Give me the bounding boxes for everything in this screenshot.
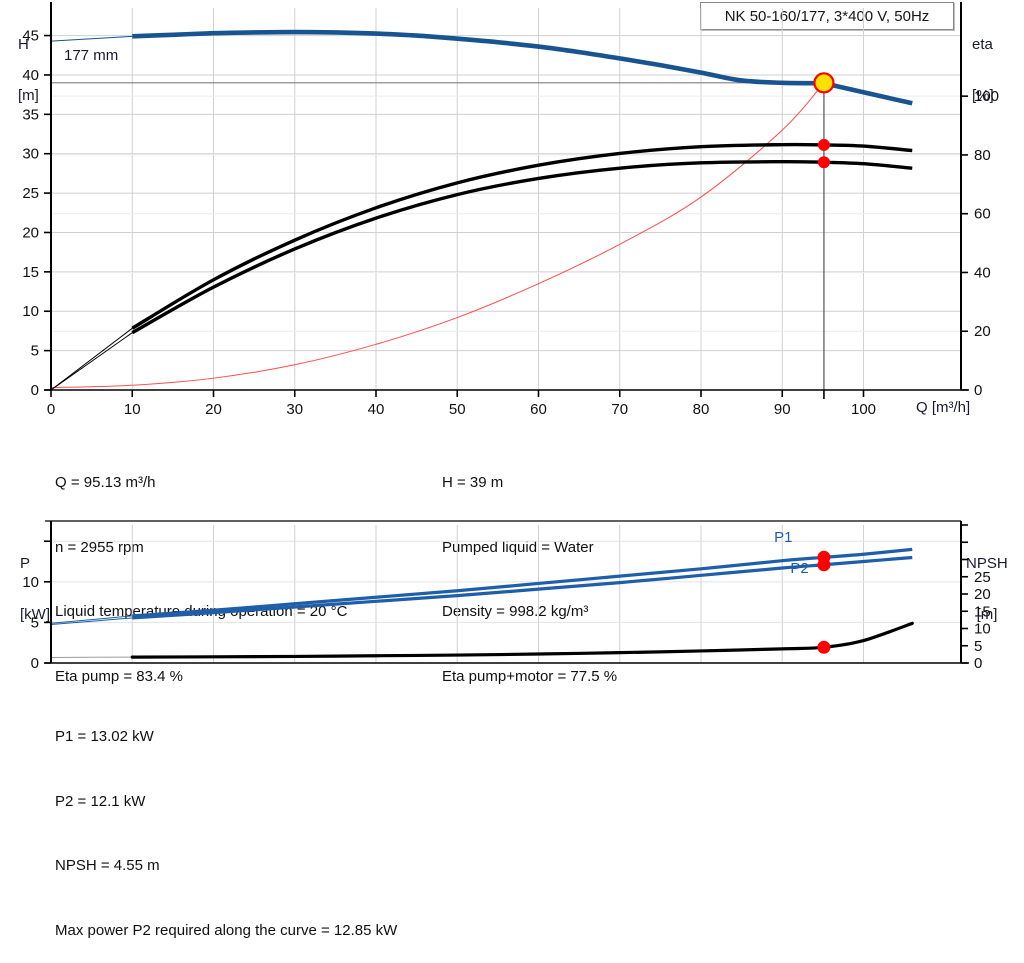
top-bottom-tick: 10 [124,401,141,418]
top-left-tick: 35 [22,106,39,123]
bottom-right-tick: 5 [974,638,982,655]
power-info-block: P1 = 13.02 kW P2 = 12.1 kW NPSH = 4.55 m… [55,683,397,963]
top-left-tick: 10 [22,303,39,320]
top-right-tick: 60 [974,206,991,223]
bottom-right-axis-unit: [m] [976,606,998,623]
top-left-tick: 45 [22,28,39,45]
top-bottom-tick: 100 [851,401,876,418]
info-pumped-liquid: Pumped liquid = Water [442,538,594,556]
info-eta-pump-motor: Eta pump+motor = 77.5 % [442,667,618,685]
info-h: H = 39 m [442,474,504,491]
top-left-tick: 20 [22,224,39,241]
bottom-right-axis-name: NPSH [966,555,1008,572]
bottom-left-tick: 10 [22,574,39,591]
top-right-axis-unit: [%] [972,87,994,104]
top-left-tick: 15 [22,264,39,281]
top-bottom-tick: 80 [693,401,710,418]
top-left-axis-name: H [18,36,29,53]
p2-curve-label: P2 [790,560,808,577]
info-p1: P1 = 13.02 kW [55,728,154,745]
top-right-tick: 80 [974,147,991,164]
info-npsh: NPSH = 4.55 m [55,857,160,874]
top-left-tick: 30 [22,146,39,163]
bottom-right-tick: 20 [974,586,991,603]
bottom-left-axis-label: P [kW] [20,521,50,640]
top-bottom-tick: 70 [611,401,628,418]
bottom-right-tick: 25 [974,569,991,586]
top-bottom-tick: 90 [774,401,791,418]
top-right-tick: 20 [974,323,991,340]
bottom-right-axis-label: NPSH [m] [966,521,1008,640]
info-p2: P2 = 12.1 kW [55,792,146,810]
top-right-tick: 0 [974,382,982,399]
pump-model-title-box: NK 50-160/177, 3*400 V, 50Hz [700,2,954,30]
top-left-tick: 40 [22,67,39,84]
top-left-tick: 5 [31,343,39,360]
top-right-axis-label: eta [%] [972,2,994,121]
info-max-power: Max power P2 required along the curve = … [55,921,398,939]
info-q: Q = 95.13 m³/h [55,474,156,491]
info-n: n = 2955 rpm [55,538,144,556]
top-bottom-tick: 20 [205,401,222,418]
bottom-left-axis-unit: [kW] [20,606,50,623]
bottom-left-axis-name: P [20,555,31,572]
top-bottom-tick: 50 [449,401,466,418]
bottom-right-tick: 10 [974,621,991,638]
top-left-axis-label: H [m] [18,2,39,121]
bottom-left-tick: 5 [31,614,39,631]
bottom-right-tick: 15 [974,603,991,620]
top-left-tick: 0 [31,382,39,399]
operating-info-right: H = 39 m Pumped liquid = Water Density =… [442,429,617,709]
top-left-axis-unit: [m] [18,87,39,104]
bottom-right-tick: 0 [974,655,982,672]
top-right-axis-name: eta [972,36,993,53]
info-density: Density = 998.2 kg/m³ [442,603,589,620]
bottom-left-tick: 0 [31,655,39,672]
pump-model-title: NK 50-160/177, 3*400 V, 50Hz [724,7,930,25]
impeller-size-label: 177 mm [64,47,119,64]
head-efficiency-chart: 0 5 10 15 20 25 30 35 40 45 0 20 40 60 80 100 0 10 20 30 40 5… [22,2,999,418]
info-eta-pump: Eta pump = 83.4 % [55,667,183,685]
top-bottom-tick: 60 [530,401,547,418]
top-right-tick: 40 [974,264,991,281]
top-bottom-tick: 40 [368,401,385,418]
top-bottom-axis-label: Q [m³/h] [916,399,971,416]
top-right-tick: 100 [974,88,999,105]
top-left-tick: 25 [22,185,39,202]
p1-curve-label: P1 [774,529,792,546]
top-bottom-tick: 30 [286,401,303,418]
top-bottom-tick: 0 [47,401,55,418]
